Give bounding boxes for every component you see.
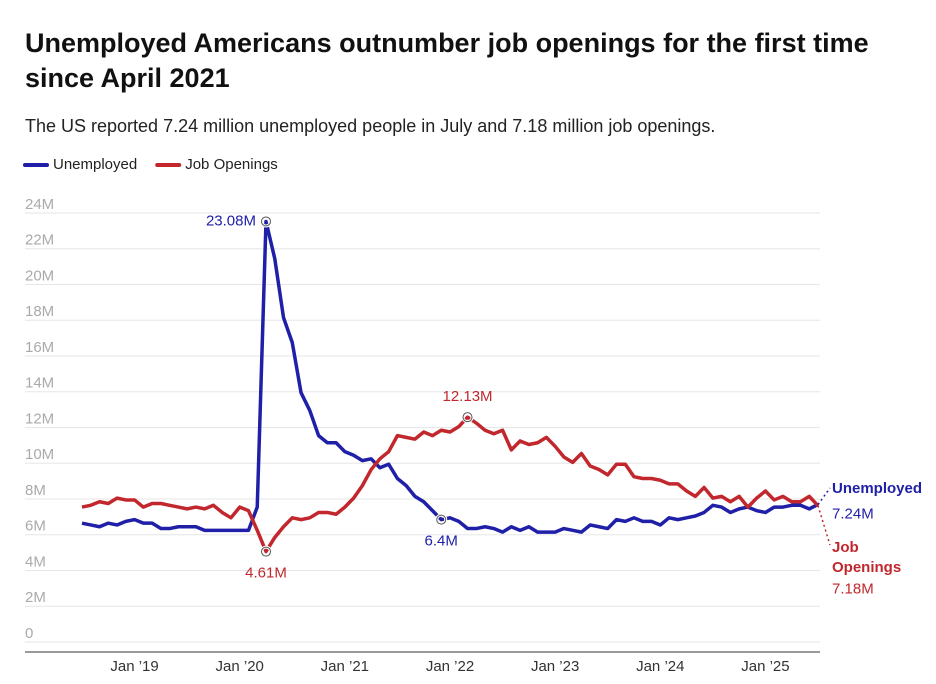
chart-title: Unemployed Americans outnumber job openi… <box>25 28 869 93</box>
annotation-label: 4.61M <box>245 565 287 582</box>
x-tick-label: Jan ’25 <box>741 658 789 675</box>
end-label: Job Openings <box>832 539 901 576</box>
x-tick-label: Jan ’19 <box>110 658 158 675</box>
annotation-label: 23.08M <box>206 212 256 229</box>
end-label: Unemployed <box>832 480 922 497</box>
y-tick-label: 10M <box>25 446 54 463</box>
y-tick-label: 2M <box>25 589 46 606</box>
annotation-label: 7.24M <box>832 506 874 523</box>
annotation-marker <box>261 216 271 227</box>
series-line <box>81 219 819 534</box>
annotation-marker <box>261 546 271 557</box>
y-tick-label: 12M <box>25 410 54 427</box>
y-tick-label: 16M <box>25 339 54 356</box>
y-tick-label: 4M <box>25 553 46 570</box>
y-tick-label: 8M <box>25 482 46 499</box>
y-tick-label: 0 <box>25 625 33 642</box>
y-tick-label: 14M <box>25 375 54 392</box>
x-tick-label: Jan ’24 <box>636 658 684 675</box>
legend-label: Job Openings <box>185 156 278 173</box>
series-line <box>81 415 820 554</box>
x-tick-label: Jan ’21 <box>321 658 369 675</box>
annotation-label: 6.4M <box>425 533 458 550</box>
y-tick-label: 20M <box>25 267 54 284</box>
y-tick-label: 6M <box>25 518 46 535</box>
chart-subtitle: The US reported 7.24 million unemployed … <box>25 116 715 136</box>
connector <box>817 487 831 506</box>
x-tick-label: Jan ’22 <box>426 658 474 675</box>
legend-label: Unemployed <box>53 156 137 173</box>
annotation-marker <box>436 514 447 525</box>
annotation-label: 7.18M <box>832 581 874 598</box>
connector <box>817 505 831 546</box>
x-tick-label: Jan ’20 <box>216 658 264 675</box>
annotation-marker <box>462 412 473 423</box>
x-tick-label: Jan ’23 <box>531 658 579 675</box>
y-tick-label: 18M <box>25 303 54 320</box>
y-tick-label: 22M <box>25 232 54 249</box>
y-tick-label: 24M <box>25 196 54 213</box>
annotation-label: 12.13M <box>443 388 493 405</box>
